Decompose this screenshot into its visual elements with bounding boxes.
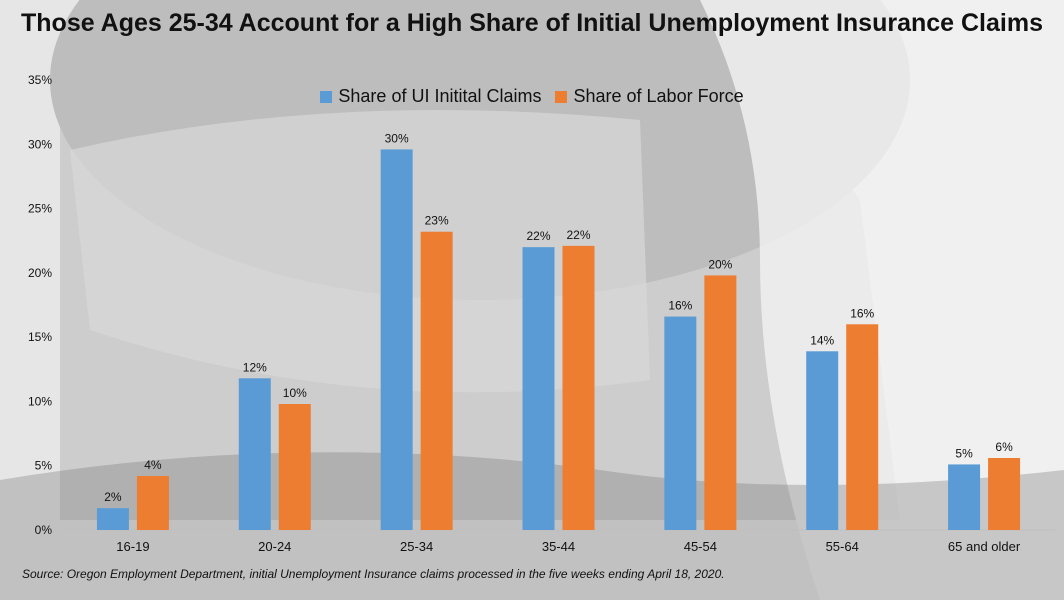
x-tick-label: 65 and older [948, 539, 1021, 554]
legend-label-labor-force: Share of Labor Force [573, 86, 744, 106]
legend-item-ui-claims: Share of UI Initital Claims [320, 86, 541, 107]
y-tick-label: 15% [28, 330, 52, 344]
bar-labor-force [988, 458, 1021, 530]
chart-title-text: Those Ages 25-34 Account for a High Shar… [21, 9, 1043, 37]
x-tick-label: 45-54 [684, 539, 717, 554]
bar-labor-force [704, 275, 737, 530]
x-tick-label: 35-44 [542, 539, 575, 554]
data-label-ui-claims: 16% [668, 299, 692, 313]
data-label-labor-force: 4% [144, 458, 162, 472]
data-label-labor-force: 10% [283, 386, 307, 400]
bar-ui-claims [522, 247, 555, 530]
legend-item-labor-force: Share of Labor Force [555, 86, 744, 107]
data-label-ui-claims: 12% [243, 360, 267, 374]
data-label-labor-force: 20% [708, 257, 732, 271]
y-tick-label: 5% [35, 459, 53, 473]
y-tick-label: 20% [28, 266, 52, 280]
x-tick-label: 55-64 [826, 539, 859, 554]
x-tick-label: 25-34 [400, 539, 433, 554]
bar-labor-force [136, 476, 169, 530]
y-tick-label: 0% [35, 523, 53, 537]
bar-labor-force [562, 245, 595, 530]
data-label-labor-force: 22% [566, 228, 590, 242]
bar-labor-force [846, 324, 879, 530]
bar-labor-force [278, 404, 311, 530]
legend-swatch-labor-force [555, 90, 568, 103]
bar-ui-claims [948, 464, 981, 530]
data-label-ui-claims: 22% [526, 229, 550, 243]
y-tick-label: 35% [28, 73, 52, 87]
bar-labor-force [420, 231, 453, 530]
bar-ui-claims [664, 316, 697, 530]
y-tick-label: 10% [28, 394, 52, 408]
data-label-ui-claims: 30% [385, 131, 409, 145]
legend-label-ui-claims: Share of UI Initital Claims [338, 86, 542, 106]
x-tick-label: 20-24 [258, 539, 291, 554]
source-note: Source: Oregon Employment Department, in… [22, 567, 725, 581]
bar-ui-claims [96, 508, 129, 530]
y-tick-label: 30% [28, 137, 52, 151]
data-label-ui-claims: 14% [810, 333, 834, 347]
chart-legend: Share of UI Initital Claims Share of Lab… [0, 86, 1064, 107]
data-label-labor-force: 23% [425, 214, 449, 228]
data-label-ui-claims: 5% [955, 446, 973, 460]
bar-ui-claims [238, 378, 271, 530]
legend-swatch-ui-claims [320, 90, 333, 103]
y-tick-label: 25% [28, 202, 52, 216]
bar-ui-claims [806, 351, 839, 530]
bar-ui-claims [380, 149, 413, 530]
data-label-labor-force: 16% [850, 306, 874, 320]
x-tick-label: 16-19 [116, 539, 149, 554]
data-label-labor-force: 6% [995, 440, 1013, 454]
data-label-ui-claims: 2% [104, 490, 122, 504]
chart-title: Those Ages 25-34 Account for a High Shar… [0, 8, 1064, 39]
